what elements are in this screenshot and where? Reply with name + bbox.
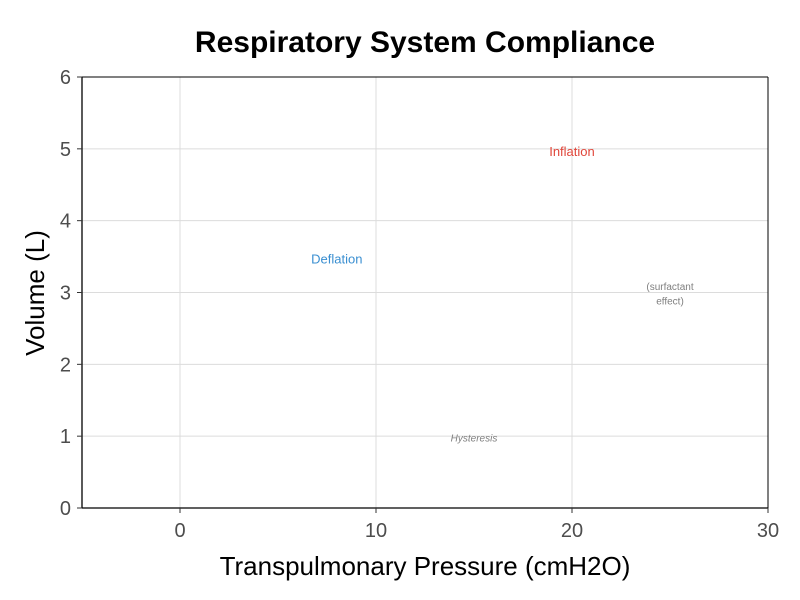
y-axis-label: Volume (L) xyxy=(20,230,50,356)
y-tick-label: 2 xyxy=(60,354,71,376)
chart-title: Respiratory System Compliance xyxy=(194,26,656,59)
annotation-label: Hysteresis xyxy=(451,434,498,445)
annotation-label: Deflation xyxy=(311,252,362,267)
x-tick-label: 30 xyxy=(757,520,779,542)
y-tick-label: 0 xyxy=(60,498,71,520)
annotations: Inflation Deflation (surfactant effect) Hyst… xyxy=(311,144,694,445)
annotation-label: effect) xyxy=(656,296,684,307)
x-tick-label: 10 xyxy=(365,520,387,542)
y-tick-label: 6 xyxy=(60,67,71,89)
x-tick-label: 20 xyxy=(561,520,583,542)
annotation-label: (surfactant xyxy=(646,282,693,293)
tick-labels: 0 10 20 30 0 1 2 3 4 5 6 xyxy=(60,67,779,542)
y-tick-label: 5 xyxy=(60,139,71,161)
x-axis-label: Transpulmonary Pressure (cmH2O) xyxy=(220,551,631,581)
y-tick-label: 1 xyxy=(60,426,71,448)
y-tick-label: 4 xyxy=(60,211,71,233)
y-tick-label: 3 xyxy=(60,283,71,305)
annotation-label: Inflation xyxy=(549,144,595,159)
x-tick-label: 0 xyxy=(174,520,185,542)
